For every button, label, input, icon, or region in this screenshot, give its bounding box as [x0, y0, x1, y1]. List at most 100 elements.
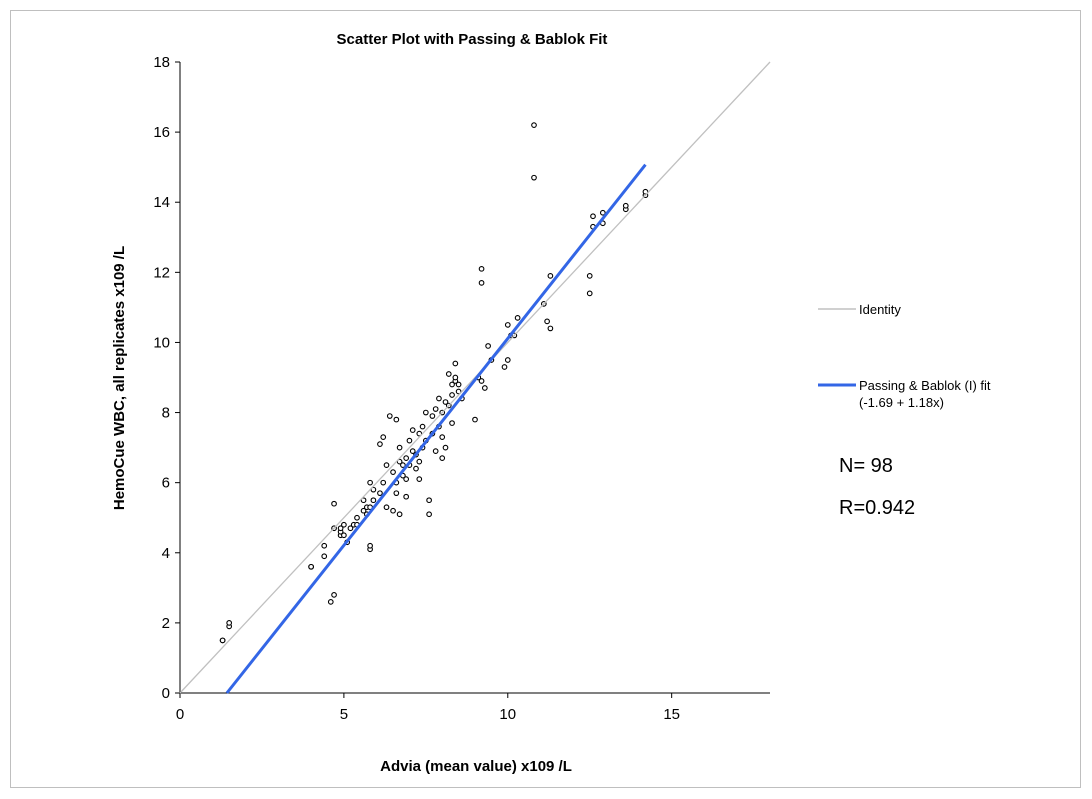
data-point: [403, 476, 410, 483]
data-point: [396, 444, 403, 451]
data-point: [403, 455, 410, 461]
data-point: [308, 563, 314, 570]
passing-bablok-fit-line: [225, 163, 647, 694]
data-point: [504, 357, 511, 363]
data-point: [383, 462, 390, 468]
data-point: [449, 392, 455, 398]
y-tick-label: 16: [153, 124, 170, 141]
data-point: [586, 272, 593, 279]
data-point: [504, 322, 511, 328]
data-point: [377, 441, 383, 447]
y-tick-label: 18: [153, 54, 170, 71]
data-point: [396, 511, 403, 518]
chart-title: Scatter Plot with Passing & Bablok Fit: [337, 31, 608, 48]
data-point: [432, 448, 439, 454]
chart-frame: Scatter Plot with Passing & Bablok Fit 0…: [10, 10, 1081, 788]
legend-identity-label: Identity: [859, 302, 901, 317]
data-point: [472, 416, 478, 423]
data-point: [400, 462, 406, 468]
data-point: [341, 521, 347, 528]
x-tick-label: 0: [176, 706, 184, 723]
data-point: [347, 525, 354, 532]
data-point: [445, 371, 452, 377]
data-point: [439, 434, 446, 440]
data-point: [409, 427, 416, 433]
data-point: [393, 490, 400, 497]
data-point: [327, 599, 334, 605]
data-point: [331, 591, 337, 598]
data-point: [426, 497, 432, 504]
r-value-annotation: R=0.942: [839, 497, 915, 519]
data-point: [478, 378, 485, 384]
data-point: [321, 553, 328, 560]
x-tick-label: 15: [663, 706, 680, 723]
data-point: [416, 458, 423, 465]
data-point: [321, 542, 328, 549]
data-point: [383, 504, 390, 511]
data-point: [370, 486, 377, 493]
data-point: [331, 500, 337, 507]
data-point: [439, 455, 446, 461]
data-point: [544, 318, 550, 325]
data-point: [396, 458, 403, 465]
data-point: [337, 525, 344, 532]
data-point: [478, 280, 485, 286]
y-tick-label: 6: [162, 475, 170, 492]
data-point: [531, 174, 537, 181]
axis-ticks: 0 2 4 6 8 10 12 14 16 18 0 5 10 15: [153, 54, 680, 723]
data-point: [642, 188, 649, 195]
data-point: [416, 430, 423, 437]
data-point: [403, 493, 410, 500]
data-point: [413, 465, 419, 472]
data-point: [354, 514, 360, 521]
data-point: [452, 360, 459, 367]
data-point: [341, 532, 347, 539]
data-point: [622, 202, 629, 209]
data-point: [436, 395, 442, 402]
data-point: [367, 479, 373, 486]
x-tick-label: 10: [499, 706, 516, 723]
data-point: [380, 434, 387, 440]
data-point: [455, 381, 462, 388]
data-point: [449, 381, 455, 388]
data-point: [380, 479, 387, 486]
legend: Identity Passing & Bablok (I) fit (-1.69…: [818, 302, 991, 410]
data-point: [419, 423, 426, 430]
data-point: [370, 497, 377, 504]
legend-fit-equation: (-1.69 + 1.18x): [859, 395, 944, 410]
n-count-annotation: N= 98: [839, 455, 893, 477]
data-point: [390, 507, 396, 514]
data-point: [429, 413, 436, 419]
data-point: [481, 385, 488, 391]
data-point: [377, 490, 383, 497]
y-tick-label: 14: [153, 194, 170, 211]
data-point: [586, 290, 593, 297]
y-tick-label: 12: [153, 264, 170, 281]
data-points: [219, 122, 649, 644]
data-point: [514, 315, 521, 321]
y-tick-label: 0: [162, 685, 170, 702]
data-point: [426, 511, 432, 518]
data-point: [599, 209, 606, 216]
x-axis-label: Advia (mean value) x109 /L: [380, 758, 572, 775]
data-point: [452, 374, 459, 381]
y-tick-label: 10: [153, 334, 170, 351]
data-point: [360, 507, 367, 514]
data-point: [432, 406, 439, 412]
data-point: [367, 542, 373, 549]
data-point: [393, 416, 400, 423]
data-point: [547, 325, 554, 332]
y-tick-label: 8: [162, 405, 170, 422]
data-point: [442, 399, 449, 405]
data-point: [406, 437, 413, 444]
data-point: [455, 388, 462, 395]
y-tick-label: 4: [162, 545, 170, 562]
data-point: [485, 343, 491, 349]
data-point: [360, 497, 367, 504]
data-point: [501, 364, 508, 370]
data-point: [409, 448, 416, 454]
x-tick-label: 5: [340, 706, 348, 723]
y-axis-label: HemoCue WBC, all replicates x109 /L: [111, 246, 128, 510]
data-point: [590, 213, 596, 220]
scatter-chart: Scatter Plot with Passing & Bablok Fit 0…: [111, 31, 991, 775]
